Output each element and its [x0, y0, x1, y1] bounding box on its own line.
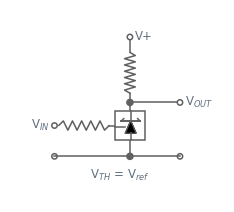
Text: V+: V+	[135, 30, 152, 43]
Polygon shape	[125, 121, 136, 133]
Text: V$_{OUT}$: V$_{OUT}$	[185, 95, 214, 110]
Circle shape	[127, 153, 133, 159]
Text: V$_{TH}$ = V$_{ref}$: V$_{TH}$ = V$_{ref}$	[90, 168, 150, 183]
Bar	[115, 111, 145, 140]
Circle shape	[127, 99, 133, 106]
Text: V$_{IN}$: V$_{IN}$	[31, 118, 49, 133]
